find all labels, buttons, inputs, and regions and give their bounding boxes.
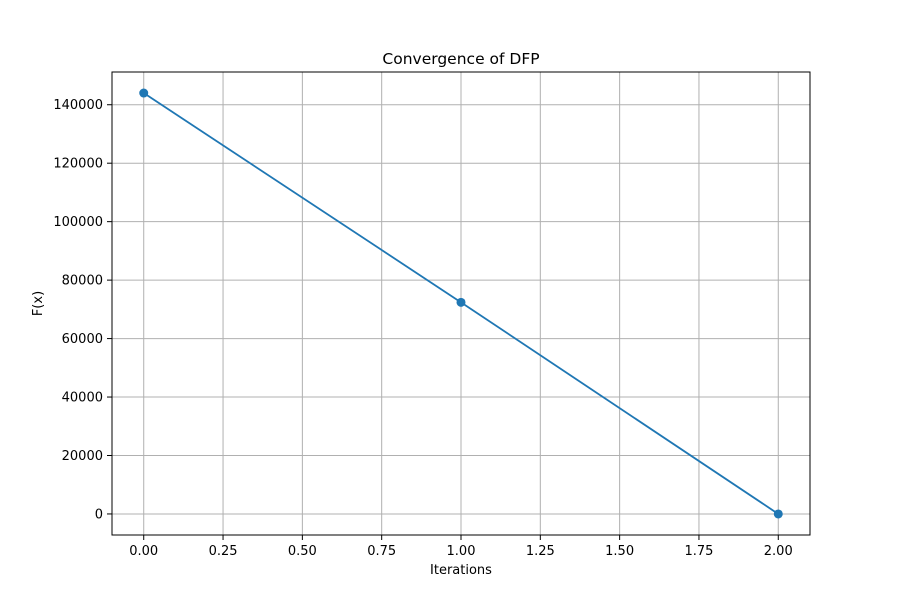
series-layer (139, 88, 783, 519)
x-tick-label: 1.75 (684, 544, 713, 559)
x-axis-ticks: 0.00 0.25 0.50 0.75 1.00 1.25 1.50 1.75 2.00 (129, 535, 793, 559)
x-tick-label: 1.25 (526, 544, 555, 559)
y-axis-ticks: 0 20000 40000 60000 80000 100000 120000 140000 (53, 98, 112, 522)
y-tick-label: 80000 (62, 274, 103, 289)
chart-title: Convergence of DFP (382, 50, 539, 68)
x-tick-label: 1.00 (447, 544, 476, 559)
y-tick-label: 0 (95, 507, 103, 522)
y-tick-label: 100000 (53, 215, 103, 230)
y-axis-label: F(x) (31, 291, 46, 316)
y-tick-label: 120000 (53, 157, 103, 172)
x-tick-label: 0.75 (367, 544, 396, 559)
x-tick-label: 0.50 (288, 544, 317, 559)
x-axis-label: Iterations (430, 563, 492, 578)
y-tick-label: 20000 (62, 449, 103, 464)
y-tick-label: 40000 (62, 391, 103, 406)
x-tick-label: 0.00 (129, 544, 158, 559)
data-point (139, 88, 149, 98)
x-tick-label: 1.50 (605, 544, 634, 559)
x-tick-label: 2.00 (764, 544, 793, 559)
y-tick-label: 60000 (62, 332, 103, 347)
y-tick-label: 140000 (53, 98, 103, 113)
data-point (773, 509, 783, 519)
grid (112, 72, 810, 535)
x-tick-label: 0.25 (209, 544, 238, 559)
data-point (456, 297, 466, 307)
